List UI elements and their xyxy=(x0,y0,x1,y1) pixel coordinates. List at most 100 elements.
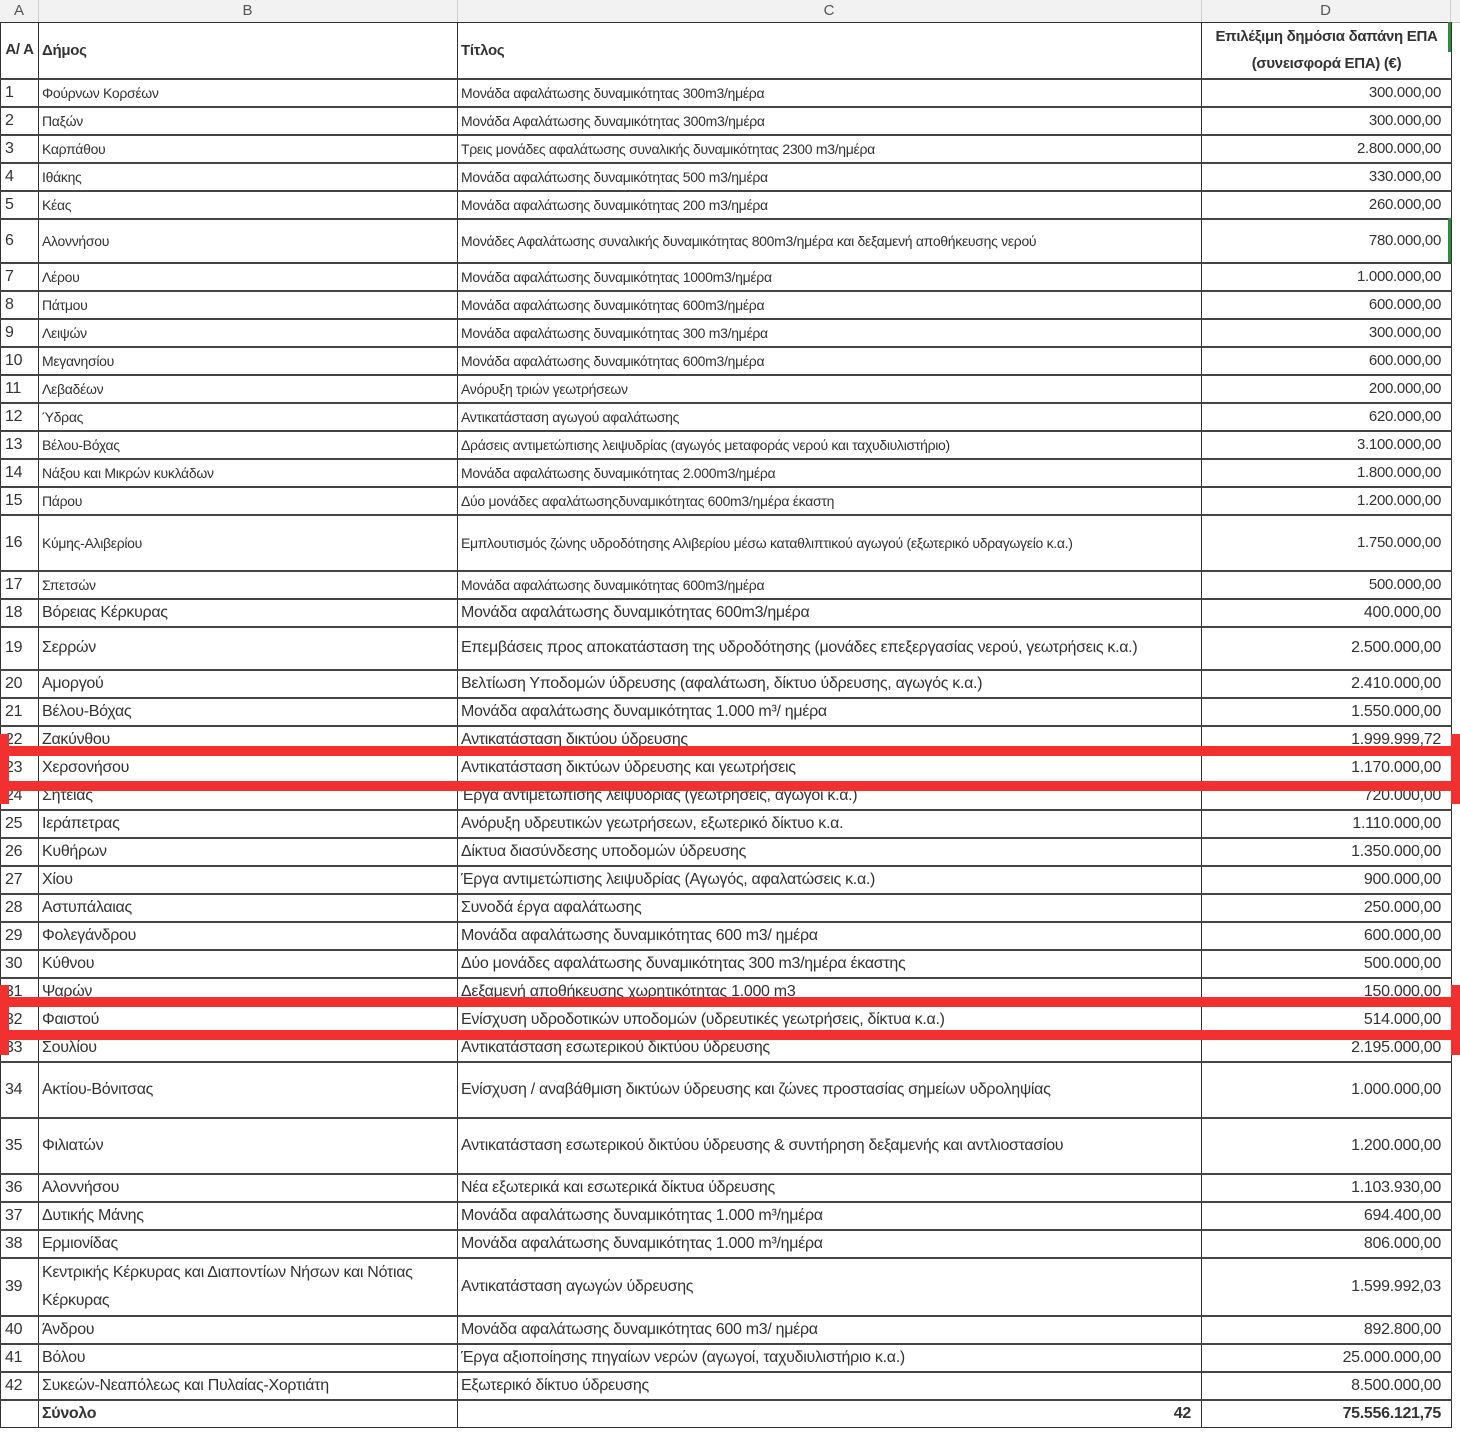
row-number[interactable]: 38 xyxy=(0,1228,39,1258)
titlos-cell[interactable]: Μονάδα αφαλάτωσης δυναμικότητας 500 m3/η… xyxy=(457,161,1202,191)
dimos-cell[interactable]: Λεβαδέων xyxy=(38,373,458,403)
titlos-cell[interactable]: Αντικατάσταση αγωγών ύδρευσης xyxy=(457,1256,1202,1316)
row-number[interactable]: 18 xyxy=(0,597,39,627)
dapani-cell[interactable]: 1.000.000,00 xyxy=(1201,1060,1452,1118)
dapani-cell[interactable]: 300.000,00 xyxy=(1201,105,1452,135)
dapani-cell[interactable]: 2.500.000,00 xyxy=(1201,625,1452,670)
titlos-cell[interactable]: Ανόρυξη τριών γεωτρήσεων xyxy=(457,373,1202,403)
titlos-cell[interactable]: Νέα εξωτερικά και εσωτερικά δίκτυα ύδρευ… xyxy=(457,1172,1202,1202)
dimos-cell[interactable]: Σερρών xyxy=(38,625,458,670)
dapani-cell[interactable]: 600.000,00 xyxy=(1201,345,1452,375)
titlos-cell[interactable]: Αντικατάσταση δικτύων ύδρευσης και γεωτρ… xyxy=(457,752,1202,782)
row-number[interactable]: 12 xyxy=(0,401,39,431)
dapani-cell[interactable]: 1.103.930,00 xyxy=(1201,1172,1452,1202)
row-number[interactable]: 35 xyxy=(0,1116,39,1174)
dimos-cell[interactable]: Κύθνου xyxy=(38,948,458,978)
dapani-cell[interactable]: 1.350.000,00 xyxy=(1201,836,1452,866)
dapani-cell[interactable]: 500.000,00 xyxy=(1201,948,1452,978)
dapani-cell[interactable]: 300.000,00 xyxy=(1201,317,1452,347)
dapani-cell[interactable]: 892.800,00 xyxy=(1201,1314,1452,1344)
titlos-cell[interactable]: Μονάδα αφαλάτωσης δυναμικότητας 600m3/ημ… xyxy=(457,345,1202,375)
row-number[interactable]: 28 xyxy=(0,892,39,922)
dapani-cell[interactable]: 694.400,00 xyxy=(1201,1200,1452,1230)
titlos-cell[interactable]: Επεμβάσεις προς αποκατάσταση της υδροδότ… xyxy=(457,625,1202,670)
dimos-cell[interactable]: Βέλου-Βόχας xyxy=(38,696,458,726)
dimos-cell[interactable]: Λέρου xyxy=(38,261,458,291)
column-header-d[interactable]: D xyxy=(1201,0,1451,22)
row-number[interactable]: 8 xyxy=(0,289,39,319)
row-number[interactable]: 20 xyxy=(0,668,39,698)
header-aa[interactable]: Α/ Α xyxy=(0,22,39,79)
dimos-cell[interactable]: Αστυπάλαιας xyxy=(38,892,458,922)
dapani-cell[interactable]: 806.000,00 xyxy=(1201,1228,1452,1258)
dapani-cell[interactable]: 200.000,00 xyxy=(1201,373,1452,403)
row-number[interactable]: 17 xyxy=(0,569,39,599)
dimos-cell[interactable]: Κυθήρων xyxy=(38,836,458,866)
row-number[interactable]: 19 xyxy=(0,625,39,670)
row-number[interactable]: 9 xyxy=(0,317,39,347)
dimos-cell[interactable]: Ιθάκης xyxy=(38,161,458,191)
row-number[interactable]: 3 xyxy=(0,133,39,163)
total-sum[interactable]: 75.556.121,75 xyxy=(1201,1398,1452,1428)
row-number[interactable]: 2 xyxy=(0,105,39,135)
titlos-cell[interactable]: Εμπλουτισμός ζώνης υδροδότησης Αλιβερίου… xyxy=(457,513,1202,571)
dimos-cell[interactable]: Πάτμου xyxy=(38,289,458,319)
row-number[interactable]: 1 xyxy=(0,77,39,107)
dimos-cell[interactable]: Κέας xyxy=(38,189,458,219)
dapani-cell[interactable]: 600.000,00 xyxy=(1201,289,1452,319)
row-number[interactable]: 36 xyxy=(0,1172,39,1202)
titlos-cell[interactable]: Μονάδα αφαλάτωσης δυναμικότητας 300m3/ημ… xyxy=(457,77,1202,107)
dapani-cell[interactable]: 900.000,00 xyxy=(1201,864,1452,894)
titlos-cell[interactable]: Εξωτερικό δίκτυο ύδρευσης xyxy=(457,1370,1202,1400)
dapani-cell[interactable]: 330.000,00 xyxy=(1201,161,1452,191)
header-titlos[interactable]: Τίτλος xyxy=(457,22,1202,79)
row-number[interactable]: 25 xyxy=(0,808,39,838)
row-number[interactable]: 40 xyxy=(0,1314,39,1344)
total-label[interactable]: Σύνολο xyxy=(38,1398,458,1428)
titlos-cell[interactable]: Ενίσχυση υδροδοτικών υποδομών (υδρευτικέ… xyxy=(457,1004,1202,1034)
dapani-cell[interactable]: 1.599.992,03 xyxy=(1201,1256,1452,1316)
row-number[interactable]: 34 xyxy=(0,1060,39,1118)
dimos-cell[interactable]: Ιεράπετρας xyxy=(38,808,458,838)
titlos-cell[interactable]: Μονάδα αφαλάτωσης δυναμικότητας 600m3/ημ… xyxy=(457,289,1202,319)
dimos-cell[interactable]: Φιλιατών xyxy=(38,1116,458,1174)
titlos-cell[interactable]: Αντικατάσταση εσωτερικού δικτύου ύδρευση… xyxy=(457,1116,1202,1174)
dapani-cell[interactable]: 1.800.000,00 xyxy=(1201,457,1452,487)
dimos-cell[interactable]: Παξών xyxy=(38,105,458,135)
dimos-cell[interactable]: Νάξου και Μικρών κυκλάδων xyxy=(38,457,458,487)
dapani-cell[interactable]: 1.750.000,00 xyxy=(1201,513,1452,571)
column-header-b[interactable]: B xyxy=(38,0,458,22)
dimos-cell[interactable]: Φούρνων Κορσέων xyxy=(38,77,458,107)
dimos-cell[interactable]: Μεγανησίου xyxy=(38,345,458,375)
dapani-cell[interactable]: 1.110.000,00 xyxy=(1201,808,1452,838)
row-number[interactable]: 14 xyxy=(0,457,39,487)
titlos-cell[interactable]: Αντικατάσταση αγωγού αφαλάτωσης xyxy=(457,401,1202,431)
dimos-cell[interactable]: Αλοννήσου xyxy=(38,1172,458,1202)
dimos-cell[interactable]: Ακτίου-Βόνιτσας xyxy=(38,1060,458,1118)
dapani-cell[interactable]: 1.550.000,00 xyxy=(1201,696,1452,726)
row-number[interactable]: 26 xyxy=(0,836,39,866)
dimos-cell[interactable]: Σπετσών xyxy=(38,569,458,599)
dimos-cell[interactable]: Χίου xyxy=(38,864,458,894)
dapani-cell[interactable]: 2.410.000,00 xyxy=(1201,668,1452,698)
titlos-cell[interactable]: Μονάδες Αφαλάτωσης συναλικής δυναμικότητ… xyxy=(457,217,1202,263)
dimos-cell[interactable]: Ερμιονίδας xyxy=(38,1228,458,1258)
dimos-cell[interactable]: Πάρου xyxy=(38,485,458,515)
row-number[interactable]: 5 xyxy=(0,189,39,219)
dimos-cell[interactable]: Βόλου xyxy=(38,1342,458,1372)
dimos-cell[interactable]: Βόρειας Κέρκυρας xyxy=(38,597,458,627)
row-number[interactable]: 41 xyxy=(0,1342,39,1372)
dapani-cell[interactable]: 600.000,00 xyxy=(1201,920,1452,950)
dapani-cell[interactable]: 620.000,00 xyxy=(1201,401,1452,431)
dapani-cell[interactable]: 2.800.000,00 xyxy=(1201,133,1452,163)
dimos-cell[interactable]: Χερσονήσου xyxy=(38,752,458,782)
dimos-cell[interactable]: Άνδρου xyxy=(38,1314,458,1344)
total-empty-cell[interactable] xyxy=(0,1398,39,1428)
row-number[interactable]: 16 xyxy=(0,513,39,571)
header-dimos[interactable]: Δήμος xyxy=(38,22,458,79)
row-number[interactable]: 39 xyxy=(0,1256,39,1316)
dapani-cell[interactable]: 25.000.000,00 xyxy=(1201,1342,1452,1372)
row-number[interactable]: 29 xyxy=(0,920,39,950)
row-number[interactable]: 11 xyxy=(0,373,39,403)
titlos-cell[interactable]: Ανόρυξη υδρευτικών γεωτρήσεων, εξωτερικό… xyxy=(457,808,1202,838)
